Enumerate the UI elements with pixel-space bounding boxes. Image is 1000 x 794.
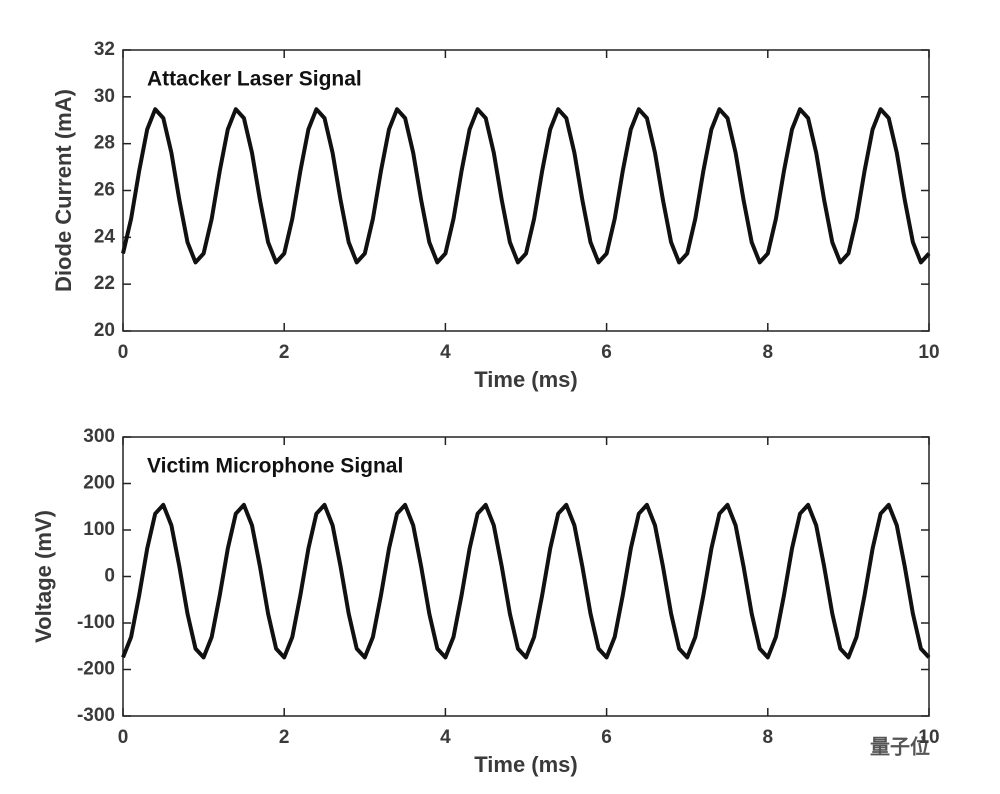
y-tick-label: 300 [83,426,115,447]
x-tick-label: 8 [763,342,774,363]
x-tick-label: 2 [279,342,290,363]
y-tick-label: 200 [83,473,115,494]
x-tick-label: 10 [918,727,939,748]
y-axis-label: Diode Current (mA) [51,89,76,292]
y-tick-label: 26 [94,180,115,201]
y-tick-label: 100 [83,519,115,540]
x-tick-label: 2 [279,727,290,748]
plot-title: Victim Microphone Signal [147,455,403,478]
x-tick-label: 8 [763,727,774,748]
x-axis-label: Time (ms) [474,367,578,392]
x-axis-label: Time (ms) [474,752,578,777]
y-tick-label: 28 [94,133,115,154]
signal-line [121,107,931,265]
y-tick-label: -200 [77,659,115,680]
signal-line [121,502,931,660]
y-tick-label: 20 [94,320,115,341]
x-tick-label: 0 [118,342,129,363]
watermark: 量子位 [870,734,930,758]
y-tick-label: 24 [94,226,116,247]
y-tick-label: -100 [77,612,115,633]
x-tick-label: 6 [601,727,612,748]
x-tick-label: 4 [440,727,451,748]
x-tick-label: 6 [601,342,612,363]
x-tick-label: 10 [918,342,939,363]
plot-frame [122,49,930,332]
y-tick-label: 32 [94,39,115,60]
y-tick-label: 30 [94,86,115,107]
y-tick-label: 0 [104,566,115,587]
x-tick-label: 4 [440,342,451,363]
plot-frame [122,436,930,717]
plot-title: Attacker Laser Signal [147,68,362,91]
x-tick-label: 0 [118,727,129,748]
y-axis-label: Voltage (mV) [31,510,56,643]
y-tick-label: -300 [77,705,115,726]
y-tick-label: 22 [94,273,115,294]
